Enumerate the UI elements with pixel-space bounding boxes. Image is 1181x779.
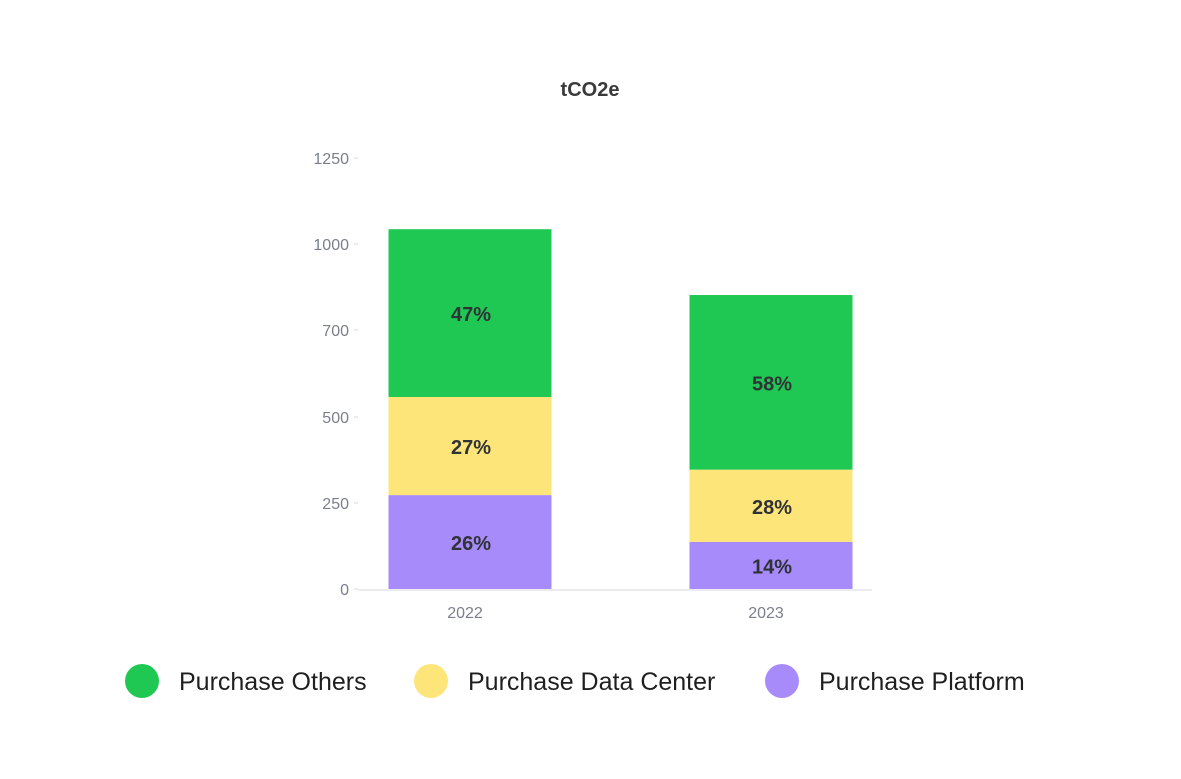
y-tick-label: 500	[322, 410, 349, 427]
x-tick-label: 2023	[748, 605, 784, 622]
legend-label: Purchase Others	[179, 668, 367, 696]
legend-label: Purchase Data Center	[468, 668, 715, 696]
y-tick-label: 700	[322, 323, 349, 340]
data-label: 26%	[451, 533, 491, 555]
bar-segment-purchase-others-2023	[689, 295, 853, 470]
y-tick-label: 1250	[313, 151, 349, 168]
chart-title: tCO2e	[561, 79, 620, 101]
data-label: 58%	[752, 373, 792, 395]
data-label: 27%	[451, 437, 491, 459]
legend-swatch	[414, 664, 448, 698]
y-axis: 0 250 500 700 1000 1250	[313, 151, 358, 599]
legend-swatch	[125, 664, 159, 698]
bars	[388, 229, 853, 589]
y-tick-label: 250	[322, 496, 349, 513]
bar-segment-purchase-platform-2023	[689, 541, 853, 589]
data-label: 47%	[451, 304, 491, 326]
data-label: 14%	[752, 556, 792, 578]
legend-label: Purchase Platform	[819, 668, 1025, 696]
bar-segment-purchase-others-2022	[388, 229, 552, 397]
data-labels: 26% 27% 47% 14% 28% 58%	[451, 304, 792, 578]
bar-segment-purchase-data-center-2022	[388, 396, 552, 496]
x-axis: 2022 2023	[358, 589, 872, 622]
bar-segment-purchase-platform-2022	[388, 495, 552, 589]
y-tick-label: 1000	[313, 237, 349, 254]
x-tick-label: 2022	[447, 605, 483, 622]
legend: Purchase Others Purchase Data Center Purch…	[125, 664, 1025, 698]
y-tick-label: 0	[340, 582, 349, 599]
bar-segment-purchase-data-center-2023	[689, 469, 853, 542]
data-label: 28%	[752, 497, 792, 519]
legend-swatch	[765, 664, 799, 698]
